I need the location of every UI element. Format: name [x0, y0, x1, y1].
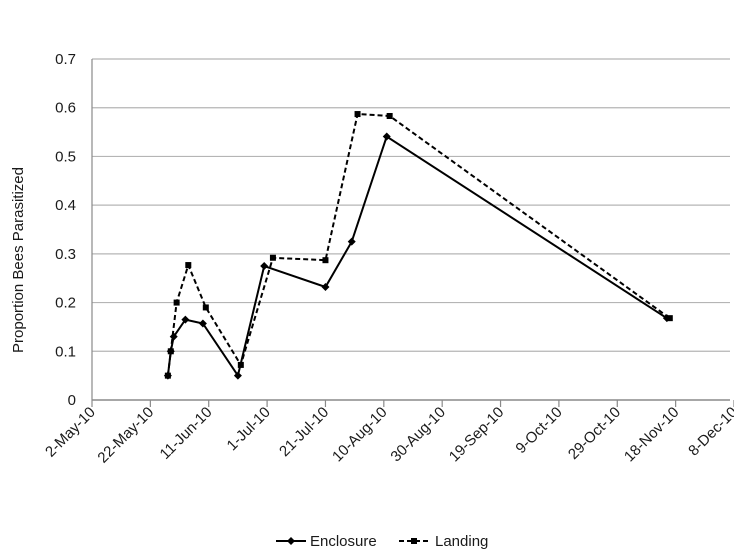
data-point: [382, 132, 391, 141]
legend-marker-enclosure: [287, 537, 295, 545]
data-point: [185, 262, 192, 269]
y-axis-title: Proportion Bees Parasitized: [10, 167, 27, 353]
y-tick-label: 0.6: [55, 100, 76, 117]
legend-label-enclosure: Enclosure: [310, 533, 377, 550]
data-point: [164, 372, 171, 379]
data-point: [354, 111, 361, 118]
x-tick-label: 9-Oct-10: [512, 404, 565, 457]
data-point: [169, 332, 178, 341]
series-line-enclosure: [166, 134, 668, 379]
y-tick-label: 0.1: [55, 343, 76, 360]
x-tick-label: 22-May-10: [94, 404, 157, 467]
series-line-landing: [166, 112, 671, 376]
y-tick-label: 0.2: [55, 295, 76, 312]
x-tick-label: 19-Sep-10: [446, 404, 508, 466]
data-point: [322, 257, 329, 264]
y-tick-label: 0.3: [55, 246, 76, 263]
data-point: [269, 254, 276, 261]
data-point: [167, 348, 174, 355]
y-tick-label: 0.4: [55, 197, 76, 214]
x-tick-label: 18-Nov-10: [621, 404, 683, 466]
data-point: [321, 282, 330, 291]
legend-label-landing: Landing: [435, 533, 488, 550]
legend: Enclosure Landing: [276, 533, 488, 550]
legend-marker-landing: [411, 538, 417, 544]
axis-layer: [91, 59, 734, 407]
data-point: [666, 315, 673, 322]
y-tick-label: 0.5: [55, 148, 76, 165]
data-point: [173, 299, 180, 306]
x-tick-label: 8-Dec-10: [685, 404, 734, 460]
series-layer: [163, 111, 673, 380]
x-tick-label: 29-Oct-10: [565, 404, 624, 463]
x-tick-label: 21-Jul-10: [276, 404, 332, 460]
x-tick-label: 11-Jun-10: [157, 404, 216, 463]
y-tick-label: 0.7: [55, 51, 76, 68]
data-point: [386, 112, 393, 119]
data-point: [198, 319, 207, 328]
data-point: [233, 371, 242, 380]
grid-layer: [92, 58, 730, 352]
data-point: [260, 262, 269, 271]
x-tick-label: 30-Aug-10: [387, 404, 449, 466]
series-landing: [164, 111, 673, 379]
x-tick-label: 10-Aug-10: [329, 404, 391, 466]
data-point: [181, 315, 190, 324]
y-tick-label: 0: [68, 392, 76, 409]
x-tick-label: 1-Jul-10: [224, 404, 274, 454]
data-point: [202, 304, 209, 311]
data-point: [347, 237, 356, 246]
series-enclosure: [163, 132, 671, 380]
x-tick-label: 2-May-10: [42, 404, 99, 461]
data-point: [237, 361, 244, 368]
